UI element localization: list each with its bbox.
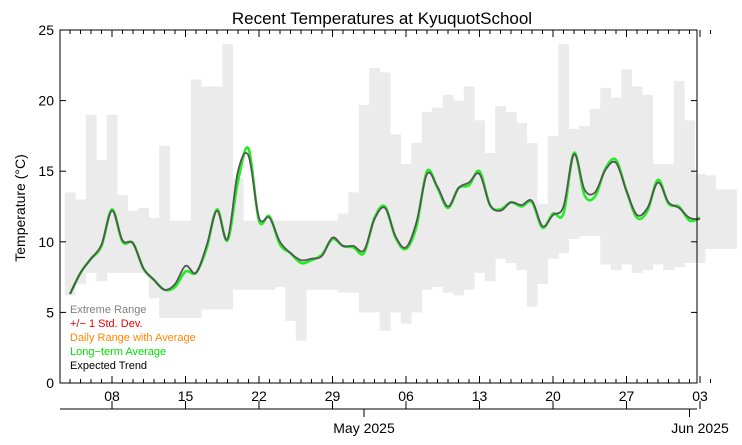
month-label: Jun 2025 [671,420,729,436]
legend-entry: Extreme Range [70,304,146,316]
date-axis: 08 15 22 29 06 13 20 27 03 May 2025 Jun 2025 [60,388,729,436]
extreme-range-bar [652,164,664,265]
extreme-range-bar [673,80,685,268]
y-tick-label: 0 [46,375,54,391]
extreme-range-bar [180,220,192,319]
extreme-range-bar [474,120,486,273]
legend-entry: Long−term Average [70,346,166,358]
extreme-range-bar [621,69,633,265]
date-tick-label: 15 [178,388,194,404]
extreme-range-bar [516,123,528,271]
extreme-range-bar [463,86,475,290]
y-tick-label: 10 [38,234,54,250]
date-tick-label: 20 [545,388,561,404]
long-term-average-line [68,146,701,295]
extreme-range-bar [232,178,244,290]
extreme-range-bar [75,199,87,285]
date-tick-label: 29 [325,388,341,404]
extreme-range-bar [390,134,402,313]
extreme-range-bar [295,220,307,341]
extreme-range-bar [306,220,318,290]
legend: Extreme Range +/− 1 Std. Dev. Daily Range … [70,304,196,372]
date-tick-label: 27 [619,388,635,404]
date-tick-label: 06 [398,388,414,404]
extreme-range-bar [369,68,381,313]
extreme-range-bar [526,142,538,307]
chart-title: Recent Temperatures at KyuquotSchool [232,9,532,28]
extreme-range-bar [579,126,591,237]
x-axis-ticks [69,30,711,383]
extreme-range-bar [358,104,370,313]
extreme-range-bar [715,189,727,249]
extreme-range-bar [558,44,570,254]
y-tick-label: 15 [38,163,54,179]
extreme-range-bar [106,114,118,273]
extreme-range-bar [642,94,654,271]
extreme-range-bar [379,72,391,331]
extreme-range-bar [348,192,360,293]
extreme-range-bar [169,220,181,319]
legend-entry: +/− 1 Std. Dev. [70,318,143,330]
extreme-range-bar [432,107,444,287]
legend-entry: Daily Range with Average [70,332,196,344]
extreme-range-bar [96,159,108,282]
extreme-range-bar [568,128,580,239]
extreme-range-bar [117,195,129,273]
extreme-range-bar [726,189,738,249]
date-tick-label: 08 [104,388,120,404]
y-tick-label: 20 [38,93,54,109]
extreme-range-bar [190,79,202,319]
extreme-range-bar [600,87,612,265]
extreme-range-bar [705,175,717,249]
extreme-range-bar [253,220,265,290]
expected-trend-line [69,151,701,295]
y-tick-label: 25 [38,22,54,38]
extreme-range-bar [159,145,171,319]
extreme-range-bar [222,44,234,310]
extreme-range-bar [684,120,696,263]
extreme-range-bar [264,220,276,290]
extreme-range-bar [505,111,517,263]
date-tick-label: 22 [251,388,267,404]
y-axis-label: Temperature (°C) [12,154,28,262]
extreme-range-bar [495,106,507,259]
extreme-range-bar [85,114,97,273]
extreme-range-bar [337,213,349,293]
month-label: May 2025 [333,420,395,436]
extreme-range-bar [327,220,339,290]
extreme-range-bar [400,164,412,324]
extreme-range-bar [442,94,454,293]
extreme-range-bar [274,220,286,287]
extreme-range-bar [453,100,465,296]
extreme-range-bar [421,111,433,290]
date-tick-label: 03 [692,388,708,404]
extreme-range-bar [663,164,675,271]
extreme-range-bar [201,86,213,310]
extreme-range-bar [138,207,150,273]
extreme-range-bar [589,109,601,237]
extreme-range-bar [148,217,160,299]
extreme-range-bar [211,86,223,310]
date-tick-label: 13 [472,388,488,404]
plot-frame [59,29,698,384]
y-tick-label: 5 [46,304,54,320]
extreme-range-bars [64,44,738,341]
extreme-range-bar [285,220,297,321]
extreme-range-bar [547,135,559,259]
extreme-range-bar [64,192,76,296]
legend-entry: Expected Trend [70,360,147,372]
extreme-range-bar [484,152,496,282]
extreme-range-bar [537,203,549,285]
extreme-range-bar [610,97,622,271]
extreme-range-bar [631,86,643,273]
extreme-range-bar [243,220,255,290]
series-lines [68,146,701,295]
